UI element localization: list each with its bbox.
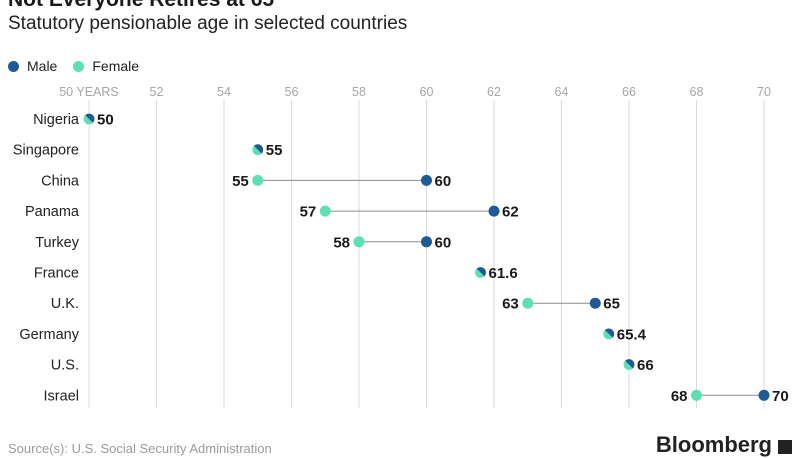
male-dot	[604, 328, 615, 338]
legend-male-swatch	[8, 60, 19, 72]
x-tick-label: 64	[555, 85, 569, 99]
x-tick-label: 54	[217, 85, 231, 99]
female-dot	[603, 330, 613, 340]
value-label: 66	[637, 357, 654, 374]
male-value-label: 60	[435, 234, 452, 251]
female-value-label: 55	[232, 173, 249, 190]
male-dot	[85, 113, 95, 123]
x-tick-label: 50 YEARS	[59, 85, 119, 99]
female-value-label: 58	[333, 234, 350, 251]
value-label: 61.6	[489, 265, 518, 282]
legend-female-label: Female	[92, 58, 140, 74]
legend-male-label: Male	[27, 58, 58, 74]
male-value-label: 65	[603, 296, 620, 313]
female-value-label: 63	[502, 296, 519, 313]
country-label: France	[34, 266, 79, 282]
brand-logo: Bloomberg	[656, 432, 792, 458]
female-dot	[319, 205, 331, 217]
country-label: Germany	[19, 327, 79, 343]
female-dot	[522, 297, 534, 309]
female-value-label: 57	[300, 204, 317, 221]
bloomberg-icon	[778, 440, 792, 454]
value-label: 65.4	[617, 326, 647, 343]
female-dot	[252, 174, 264, 186]
legend-item-female: Female	[73, 58, 139, 74]
country-label: Nigeria	[33, 112, 80, 128]
legend-item-male: Male	[8, 58, 57, 74]
chart-subtitle: Statutory pensionable age in selected co…	[8, 13, 408, 34]
chart-title: Not Everyone Retires at 65	[8, 0, 274, 12]
female-dot	[83, 115, 93, 125]
country-label: Israel	[44, 388, 79, 404]
country-label: Panama	[25, 204, 80, 220]
country-label: Singapore	[13, 143, 79, 159]
male-dot	[253, 144, 264, 154]
x-tick-label: 66	[622, 85, 636, 99]
country-label: China	[41, 173, 80, 189]
male-dot	[476, 267, 486, 277]
value-label: 50	[97, 112, 114, 129]
male-value-label: 70	[772, 388, 789, 405]
female-value-label: 68	[671, 388, 688, 405]
x-tick-label: 52	[150, 85, 164, 99]
x-tick-label: 70	[757, 85, 771, 99]
male-dot	[589, 297, 601, 309]
male-dot	[758, 389, 770, 401]
x-tick-label: 58	[352, 85, 366, 99]
legend-female-swatch	[73, 60, 85, 72]
female-dot	[353, 236, 365, 248]
x-tick-label: 68	[690, 85, 704, 99]
country-label: U.S.	[51, 358, 79, 374]
female-dot	[691, 389, 702, 401]
country-label: U.K.	[51, 296, 79, 312]
male-value-label: 60	[435, 173, 452, 190]
male-value-label: 62	[502, 204, 519, 221]
x-tick-label: 62	[487, 85, 501, 99]
female-dot	[475, 268, 485, 278]
source-note: Source(s): U.S. Social Security Administ…	[8, 441, 272, 456]
country-label: Turkey	[35, 235, 80, 251]
male-dot	[421, 236, 432, 248]
female-dot	[252, 145, 262, 156]
legend: Male Female	[8, 58, 155, 74]
male-dot	[625, 359, 635, 369]
value-label: 55	[266, 142, 283, 159]
x-tick-label: 60	[420, 85, 434, 99]
male-dot	[421, 174, 432, 186]
female-dot	[623, 360, 633, 371]
brand-name: Bloomberg	[655, 432, 772, 457]
x-tick-label: 56	[285, 85, 299, 99]
male-dot	[488, 205, 500, 217]
